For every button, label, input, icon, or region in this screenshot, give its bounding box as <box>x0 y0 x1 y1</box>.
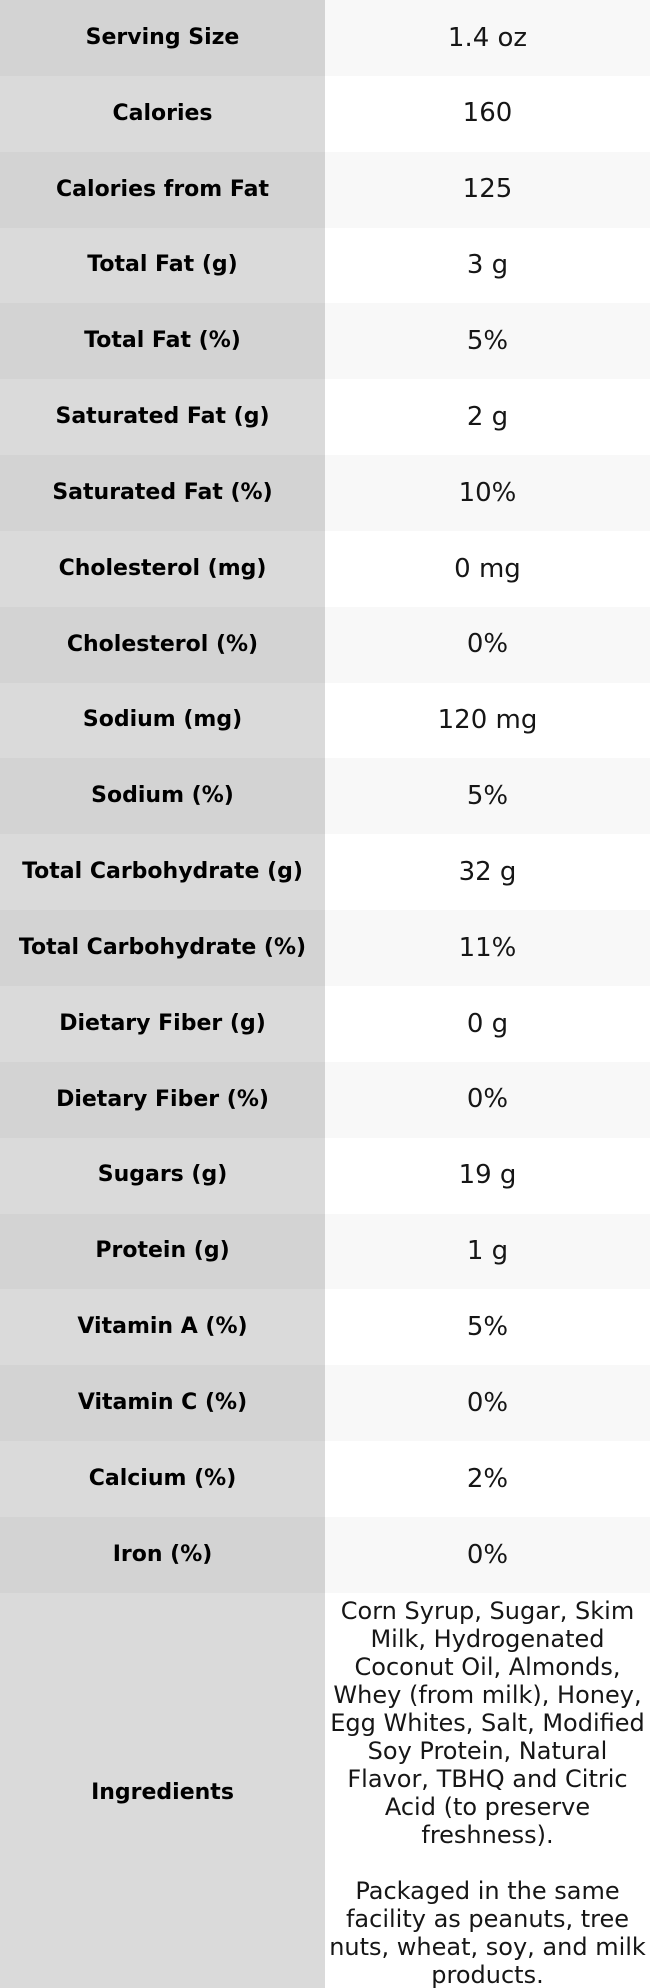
nutrient-value: 19 g <box>325 1137 650 1214</box>
nutrient-label: Sodium (mg) <box>0 682 325 759</box>
table-row: Total Carbohydrate (%) 11% <box>0 910 650 986</box>
table-row: Iron (%) 0% <box>0 1516 650 1593</box>
table-row: Sodium (mg) 120 mg <box>0 682 650 759</box>
nutrient-label: Saturated Fat (g) <box>0 379 325 456</box>
nutrient-value: 32 g <box>325 834 650 911</box>
nutrient-value: 5% <box>325 303 650 380</box>
nutrient-label: Calories <box>0 75 325 152</box>
table-row: Protein (g) 1 g <box>0 1213 650 1290</box>
nutrient-value: 160 <box>325 75 650 152</box>
table-row: Sugars (g) 19 g <box>0 1137 650 1214</box>
nutrient-label: Protein (g) <box>0 1213 325 1290</box>
nutrient-value: 1 g <box>325 1213 650 1290</box>
nutrient-value: 10% <box>325 455 650 531</box>
table-row: Vitamin A (%) 5% <box>0 1289 650 1366</box>
table-row: Total Fat (%) 5% <box>0 303 650 380</box>
nutrient-value: 0% <box>325 1516 650 1593</box>
table-row: Calories 160 <box>0 75 650 152</box>
table-row: Saturated Fat (g) 2 g <box>0 379 650 456</box>
nutrient-value: 5% <box>325 758 650 835</box>
nutrient-label: Vitamin A (%) <box>0 1289 325 1366</box>
table-row: Total Fat (g) 3 g <box>0 227 650 304</box>
nutrient-label: Total Fat (g) <box>0 227 325 304</box>
nutrient-label: Serving Size <box>0 0 325 76</box>
nutrient-label: Calcium (%) <box>0 1441 325 1517</box>
table-row: Cholesterol (mg) 0 mg <box>0 530 650 607</box>
ingredients-label: Ingredients <box>0 1592 325 1988</box>
table-row: Saturated Fat (%) 10% <box>0 455 650 531</box>
ingredients-value: Corn Syrup, Sugar, Skim Milk, Hydrogenat… <box>325 1592 650 1988</box>
nutrient-label: Total Fat (%) <box>0 303 325 380</box>
nutrient-label: Sugars (g) <box>0 1137 325 1214</box>
nutrient-label: Dietary Fiber (%) <box>0 1061 325 1138</box>
nutrient-value: 120 mg <box>325 682 650 759</box>
table-row: Vitamin C (%) 0% <box>0 1365 650 1442</box>
nutrient-value: 0 mg <box>325 530 650 607</box>
nutrient-value: 0% <box>325 1365 650 1442</box>
nutrient-value: 2 g <box>325 379 650 456</box>
table-row: Dietary Fiber (%) 0% <box>0 1061 650 1138</box>
nutrient-value: 125 <box>325 151 650 228</box>
table-row: Cholesterol (%) 0% <box>0 606 650 683</box>
nutrient-value: 5% <box>325 1289 650 1366</box>
nutrient-value: 0% <box>325 1061 650 1138</box>
nutrient-label: Cholesterol (mg) <box>0 530 325 607</box>
nutrient-label: Calories from Fat <box>0 151 325 228</box>
nutrient-value: 0% <box>325 606 650 683</box>
nutrient-label: Sodium (%) <box>0 758 325 835</box>
allergen-notice-paragraph: Packaged in the same facility as peanuts… <box>329 1876 646 1988</box>
table-row: Calcium (%) 2% <box>0 1441 650 1517</box>
nutrient-value: 11% <box>325 910 650 986</box>
nutrient-label: Saturated Fat (%) <box>0 455 325 531</box>
nutrient-label: Iron (%) <box>0 1516 325 1593</box>
nutrient-label: Total Carbohydrate (g) <box>0 834 325 911</box>
table-row: Total Carbohydrate (g) 32 g <box>0 834 650 911</box>
nutrient-label: Dietary Fiber (g) <box>0 985 325 1062</box>
nutrient-value: 0 g <box>325 985 650 1062</box>
table-row: Sodium (%) 5% <box>0 758 650 835</box>
ingredients-row: Ingredients Corn Syrup, Sugar, Skim Milk… <box>0 1592 650 1988</box>
nutrient-value: 3 g <box>325 227 650 304</box>
nutrient-label: Total Carbohydrate (%) <box>0 910 325 986</box>
ingredients-list-paragraph: Corn Syrup, Sugar, Skim Milk, Hydrogenat… <box>330 1596 645 1849</box>
nutrient-value: 1.4 oz <box>325 0 650 76</box>
table-row: Serving Size 1.4 oz <box>0 0 650 76</box>
table-row: Calories from Fat 125 <box>0 151 650 228</box>
nutrient-label: Vitamin C (%) <box>0 1365 325 1442</box>
table-row: Dietary Fiber (g) 0 g <box>0 985 650 1062</box>
nutrient-label: Cholesterol (%) <box>0 606 325 683</box>
nutrient-value: 2% <box>325 1441 650 1517</box>
